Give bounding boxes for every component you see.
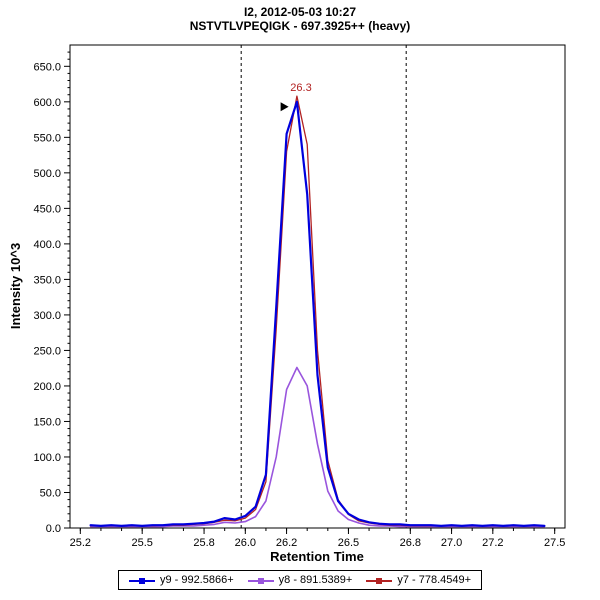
y-tick-label: 200.0 — [33, 381, 61, 393]
legend-label-y7: y7 - 778.4549+ — [397, 574, 472, 586]
y-tick-label: 150.0 — [33, 416, 61, 428]
y-tick-label: 600.0 — [33, 97, 61, 109]
x-tick-label: 26.8 — [400, 537, 421, 549]
x-tick-label: 25.2 — [70, 537, 91, 549]
y-tick-label: 500.0 — [33, 168, 61, 180]
plot-svg: 0.0 50.0 100.0 150.0 200.0 250.0 300.0 350.0 400… — [8, 44, 566, 564]
legend-item-y9: y9 - 992.5866+ — [128, 574, 234, 586]
y-tick-label: 300.0 — [33, 310, 61, 322]
x-tick-label: 26.0 — [235, 537, 256, 549]
legend-item-y7: y7 - 778.4549+ — [366, 574, 471, 586]
x-tick-label: 26.2 — [276, 537, 297, 549]
chart-subtitle: NSTVTLVPEQIGK - 697.3925++ (heavy) — [189, 19, 411, 33]
x-axis-label: Retention Time — [270, 549, 364, 564]
y-axis-label: Intensity 10^3 — [8, 243, 23, 329]
y-tick-label: 50.0 — [40, 487, 61, 499]
y-tick-label: 100.0 — [33, 452, 61, 464]
x-tick-label: 25.5 — [131, 537, 152, 549]
y-tick-label: 650.0 — [33, 61, 61, 73]
y-tick-label: 350.0 — [33, 274, 61, 286]
x-tick-label: 26.5 — [338, 537, 359, 549]
series-line-y8 — [89, 366, 546, 528]
y-tick-label: 550.0 — [33, 132, 61, 144]
x-tick-label: 27.2 — [482, 537, 503, 549]
legend: y9 - 992.5866+ y8 - 891.5389+ y7 - 778.4… — [117, 570, 483, 590]
y-tick-label: 0.0 — [46, 523, 61, 535]
y-tick-label: 400.0 — [33, 239, 61, 251]
x-tick-label: 27.5 — [544, 537, 565, 549]
x-tick-label: 25.8 — [193, 537, 214, 549]
peak-rt-annotation: 26.3 — [290, 82, 311, 94]
y7-series-swatch-icon — [366, 576, 393, 585]
plot-area[interactable] — [69, 44, 566, 529]
chart-titles: I2, 2012-05-03 10:27 NSTVTLVPEQIGK - 697… — [190, 0, 411, 33]
peak-arrow-icon — [280, 102, 289, 112]
legend-item-y8: y8 - 891.5389+ — [247, 574, 353, 586]
chart-title: I2, 2012-05-03 10:27 — [243, 5, 357, 19]
x-tick-label: 27.0 — [441, 537, 462, 549]
y-tick-label: 450.0 — [33, 203, 61, 215]
y-tick-label: 250.0 — [33, 345, 61, 357]
legend-label-y9: y9 - 992.5866+ — [159, 574, 234, 586]
series-line-y9 — [89, 100, 546, 527]
y9-series-swatch-icon — [128, 576, 155, 585]
y8-series-swatch-icon — [247, 576, 274, 585]
legend-label-y8: y8 - 891.5389+ — [278, 574, 353, 586]
